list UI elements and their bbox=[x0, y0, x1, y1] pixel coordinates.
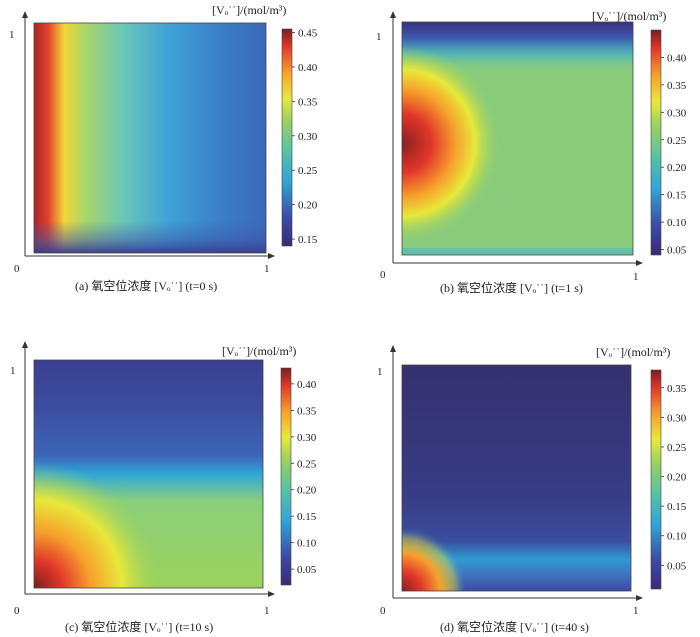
colorbar-ticks: 0.05 0.10 0.15 0.20 0.25 0.30 0.35 0.40 bbox=[661, 52, 687, 257]
colorbar-tick-label: 0.35 bbox=[667, 80, 687, 92]
colorbar-tick-label: 0.35 bbox=[297, 405, 317, 417]
colorbar-tick-label: 0.40 bbox=[667, 52, 687, 64]
colorbar-tick-label: 0.10 bbox=[667, 217, 687, 229]
y-tick: 1 bbox=[10, 365, 16, 377]
colorbar-label: [Vₒ˙˙]/(mol/m³) bbox=[596, 345, 670, 359]
colorbar-label: [Vₒ˙˙]/(mol/m³) bbox=[222, 344, 296, 358]
colorbar-label: [Vₒ˙˙]/(mol/m³) bbox=[592, 9, 666, 23]
caption: (a) 氧空位浓度 [Vₒ˙˙] (t=0 s) bbox=[75, 278, 217, 293]
colorbar-tick-label: 0.40 bbox=[297, 379, 317, 391]
colorbar-tick-label: 0.30 bbox=[667, 412, 687, 424]
origin-tick: 0 bbox=[380, 605, 386, 617]
colorbar-tick-label: 0.35 bbox=[667, 383, 687, 395]
colorbar-tick-label: 0.05 bbox=[297, 564, 317, 576]
colorbar-tick-label: 0.05 bbox=[667, 560, 687, 572]
panel-a: 0 1 1 [Vₒ˙˙]/(mol/m³) 0.150.200.250.300.… bbox=[9, 3, 318, 293]
origin-tick: 0 bbox=[14, 605, 20, 617]
y-tick: 1 bbox=[376, 31, 382, 43]
colorbar bbox=[650, 369, 662, 590]
colorbar-tick-label: 0.05 bbox=[667, 245, 687, 257]
colorbar-tick-label: 0.20 bbox=[667, 162, 687, 174]
colorbar-tick-label: 0.15 bbox=[667, 501, 687, 513]
origin-tick: 0 bbox=[14, 263, 20, 275]
colorbar-label: [Vₒ˙˙]/(mol/m³) bbox=[212, 3, 286, 17]
colorbar-tick-label: 0.30 bbox=[297, 432, 317, 444]
x-tick: 1 bbox=[264, 263, 270, 275]
colorbar-tick-label: 0.30 bbox=[298, 131, 318, 143]
origin-tick: 0 bbox=[380, 269, 386, 281]
colorbar-ticks: 0.15 0.20 0.25 0.30 0.35 0.40 0.45 bbox=[292, 27, 318, 246]
x-tick: 1 bbox=[633, 605, 639, 617]
caption: (b) 氧空位浓度 [Vₒ˙˙] (t=1 s) bbox=[440, 280, 583, 295]
colorbar-ticks: 0.05 0.10 0.15 0.20 0.25 0.30 0.35 0.40 bbox=[291, 379, 317, 576]
colorbar-tick-label: 0.25 bbox=[298, 165, 318, 177]
heatmap bbox=[401, 21, 634, 256]
panel-b: 0 1 1 [Vₒ˙˙]/(mol/m³) 0.050.100.150.200.… bbox=[376, 9, 687, 295]
panel-c: 0 1 1 [Vₒ˙˙]/(mol/m³) 0.050.100.150.200.… bbox=[10, 341, 317, 634]
colorbar-tick-label: 0.40 bbox=[298, 62, 318, 74]
y-tick: 1 bbox=[9, 29, 15, 41]
colorbar-tick-label: 0.20 bbox=[667, 472, 687, 484]
caption: (d) 氧空位浓度 [Vₒ˙˙] (t=40 s) bbox=[440, 619, 589, 634]
y-tick: 1 bbox=[377, 366, 383, 378]
colorbar-tick-label: 0.15 bbox=[297, 511, 317, 523]
heatmap bbox=[33, 359, 264, 589]
caption: (c) 氧空位浓度 [Vₒ˙˙] (t=10 s) bbox=[65, 619, 213, 634]
colorbar bbox=[280, 367, 292, 586]
heatmap bbox=[401, 364, 632, 592]
colorbar-tick-label: 0.15 bbox=[667, 190, 687, 202]
x-tick: 1 bbox=[264, 605, 270, 617]
x-tick: 1 bbox=[633, 271, 639, 283]
colorbar bbox=[650, 29, 662, 256]
colorbar-tick-label: 0.35 bbox=[298, 96, 318, 108]
colorbar-tick-label: 0.45 bbox=[298, 27, 318, 39]
colorbar-tick-label: 0.20 bbox=[297, 485, 317, 497]
panel-d: 0 1 1 [Vₒ˙˙]/(mol/m³) 0.050.100.150.200.… bbox=[377, 345, 687, 634]
colorbar-tick-label: 0.10 bbox=[667, 531, 687, 543]
colorbar-tick-label: 0.25 bbox=[667, 442, 687, 454]
colorbar-tick-label: 0.25 bbox=[297, 458, 317, 470]
colorbar-tick-label: 0.10 bbox=[297, 538, 317, 550]
colorbar bbox=[281, 28, 293, 247]
colorbar-tick-label: 0.30 bbox=[667, 107, 687, 119]
colorbar-tick-label: 0.15 bbox=[298, 234, 318, 246]
colorbar-tick-label: 0.20 bbox=[298, 200, 318, 212]
colorbar-ticks: 0.05 0.10 0.15 0.20 0.25 0.30 0.35 bbox=[661, 383, 687, 572]
colorbar-tick-label: 0.25 bbox=[667, 135, 687, 147]
heatmap bbox=[33, 22, 267, 254]
